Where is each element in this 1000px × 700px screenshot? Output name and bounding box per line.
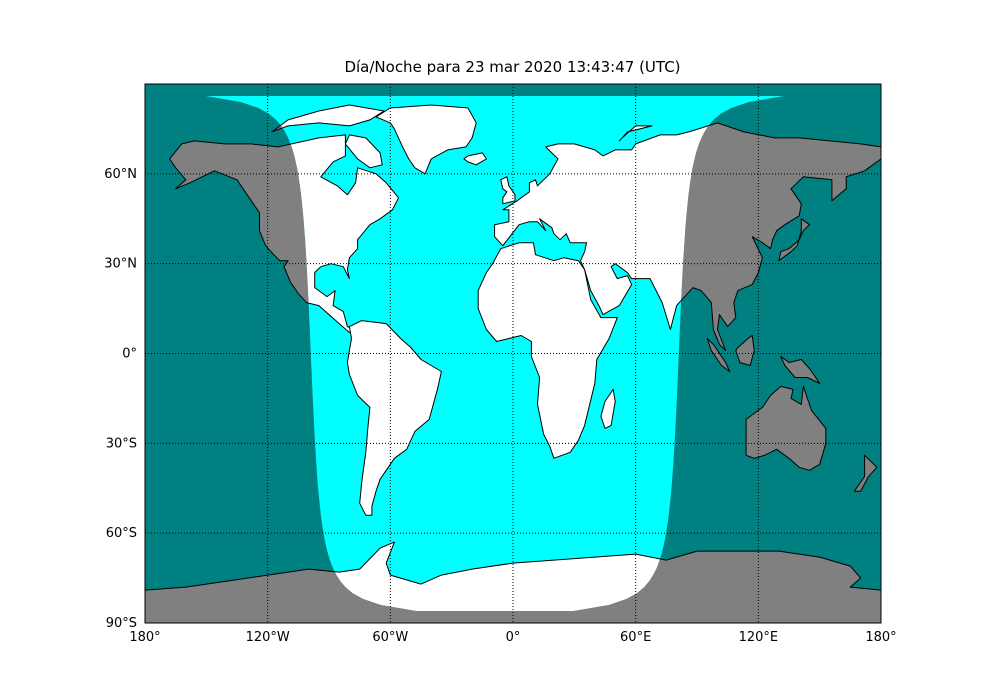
landmass-sumatra-night bbox=[706, 338, 731, 372]
lon-label: 60°W bbox=[372, 630, 408, 645]
landmass-borneo-night bbox=[735, 335, 755, 366]
lat-label: 30°S bbox=[106, 436, 137, 451]
longitude-labels: 180° 120°W 60°W 0° 60°E 120°E 180° bbox=[129, 630, 896, 645]
lat-label: 30°N bbox=[104, 257, 137, 272]
landmass-arctic-islands-day bbox=[271, 104, 385, 133]
landmass-south-america-day bbox=[346, 320, 442, 516]
map-frame bbox=[144, 83, 882, 624]
landmass-great-britain-day bbox=[500, 176, 516, 205]
map-title: Día/Noche para 23 mar 2020 13:43:47 (UTC… bbox=[344, 58, 681, 76]
lon-label: 180° bbox=[129, 630, 160, 645]
lat-label: 60°S bbox=[106, 526, 137, 541]
landmass-japan-night bbox=[778, 218, 810, 262]
landmass-baffin-island-day bbox=[344, 134, 383, 169]
landmass-svalbard-novaya-day bbox=[618, 125, 653, 142]
lat-label: 60°N bbox=[104, 167, 137, 182]
landmass-iceland-day bbox=[463, 152, 487, 166]
lon-label: 180° bbox=[865, 630, 896, 645]
landmass-africa-day bbox=[477, 242, 618, 459]
lon-label: 120°W bbox=[246, 630, 290, 645]
lat-label: 0° bbox=[122, 347, 137, 362]
lat-label: 90°S bbox=[106, 616, 137, 631]
lon-label: 120°E bbox=[739, 630, 779, 645]
landmass-madagascar-day bbox=[600, 388, 616, 429]
landmass-new-zealand-night bbox=[853, 454, 878, 492]
landmass-australia-night bbox=[745, 385, 827, 471]
landmass-new-guinea-night bbox=[780, 356, 821, 384]
landmass-greenland-day bbox=[375, 104, 477, 175]
lon-label: 0° bbox=[506, 630, 521, 645]
lon-label: 60°E bbox=[620, 630, 651, 645]
latitude-labels: 60°N 30°N 0° 30°S 60°S 90°S bbox=[104, 167, 137, 631]
